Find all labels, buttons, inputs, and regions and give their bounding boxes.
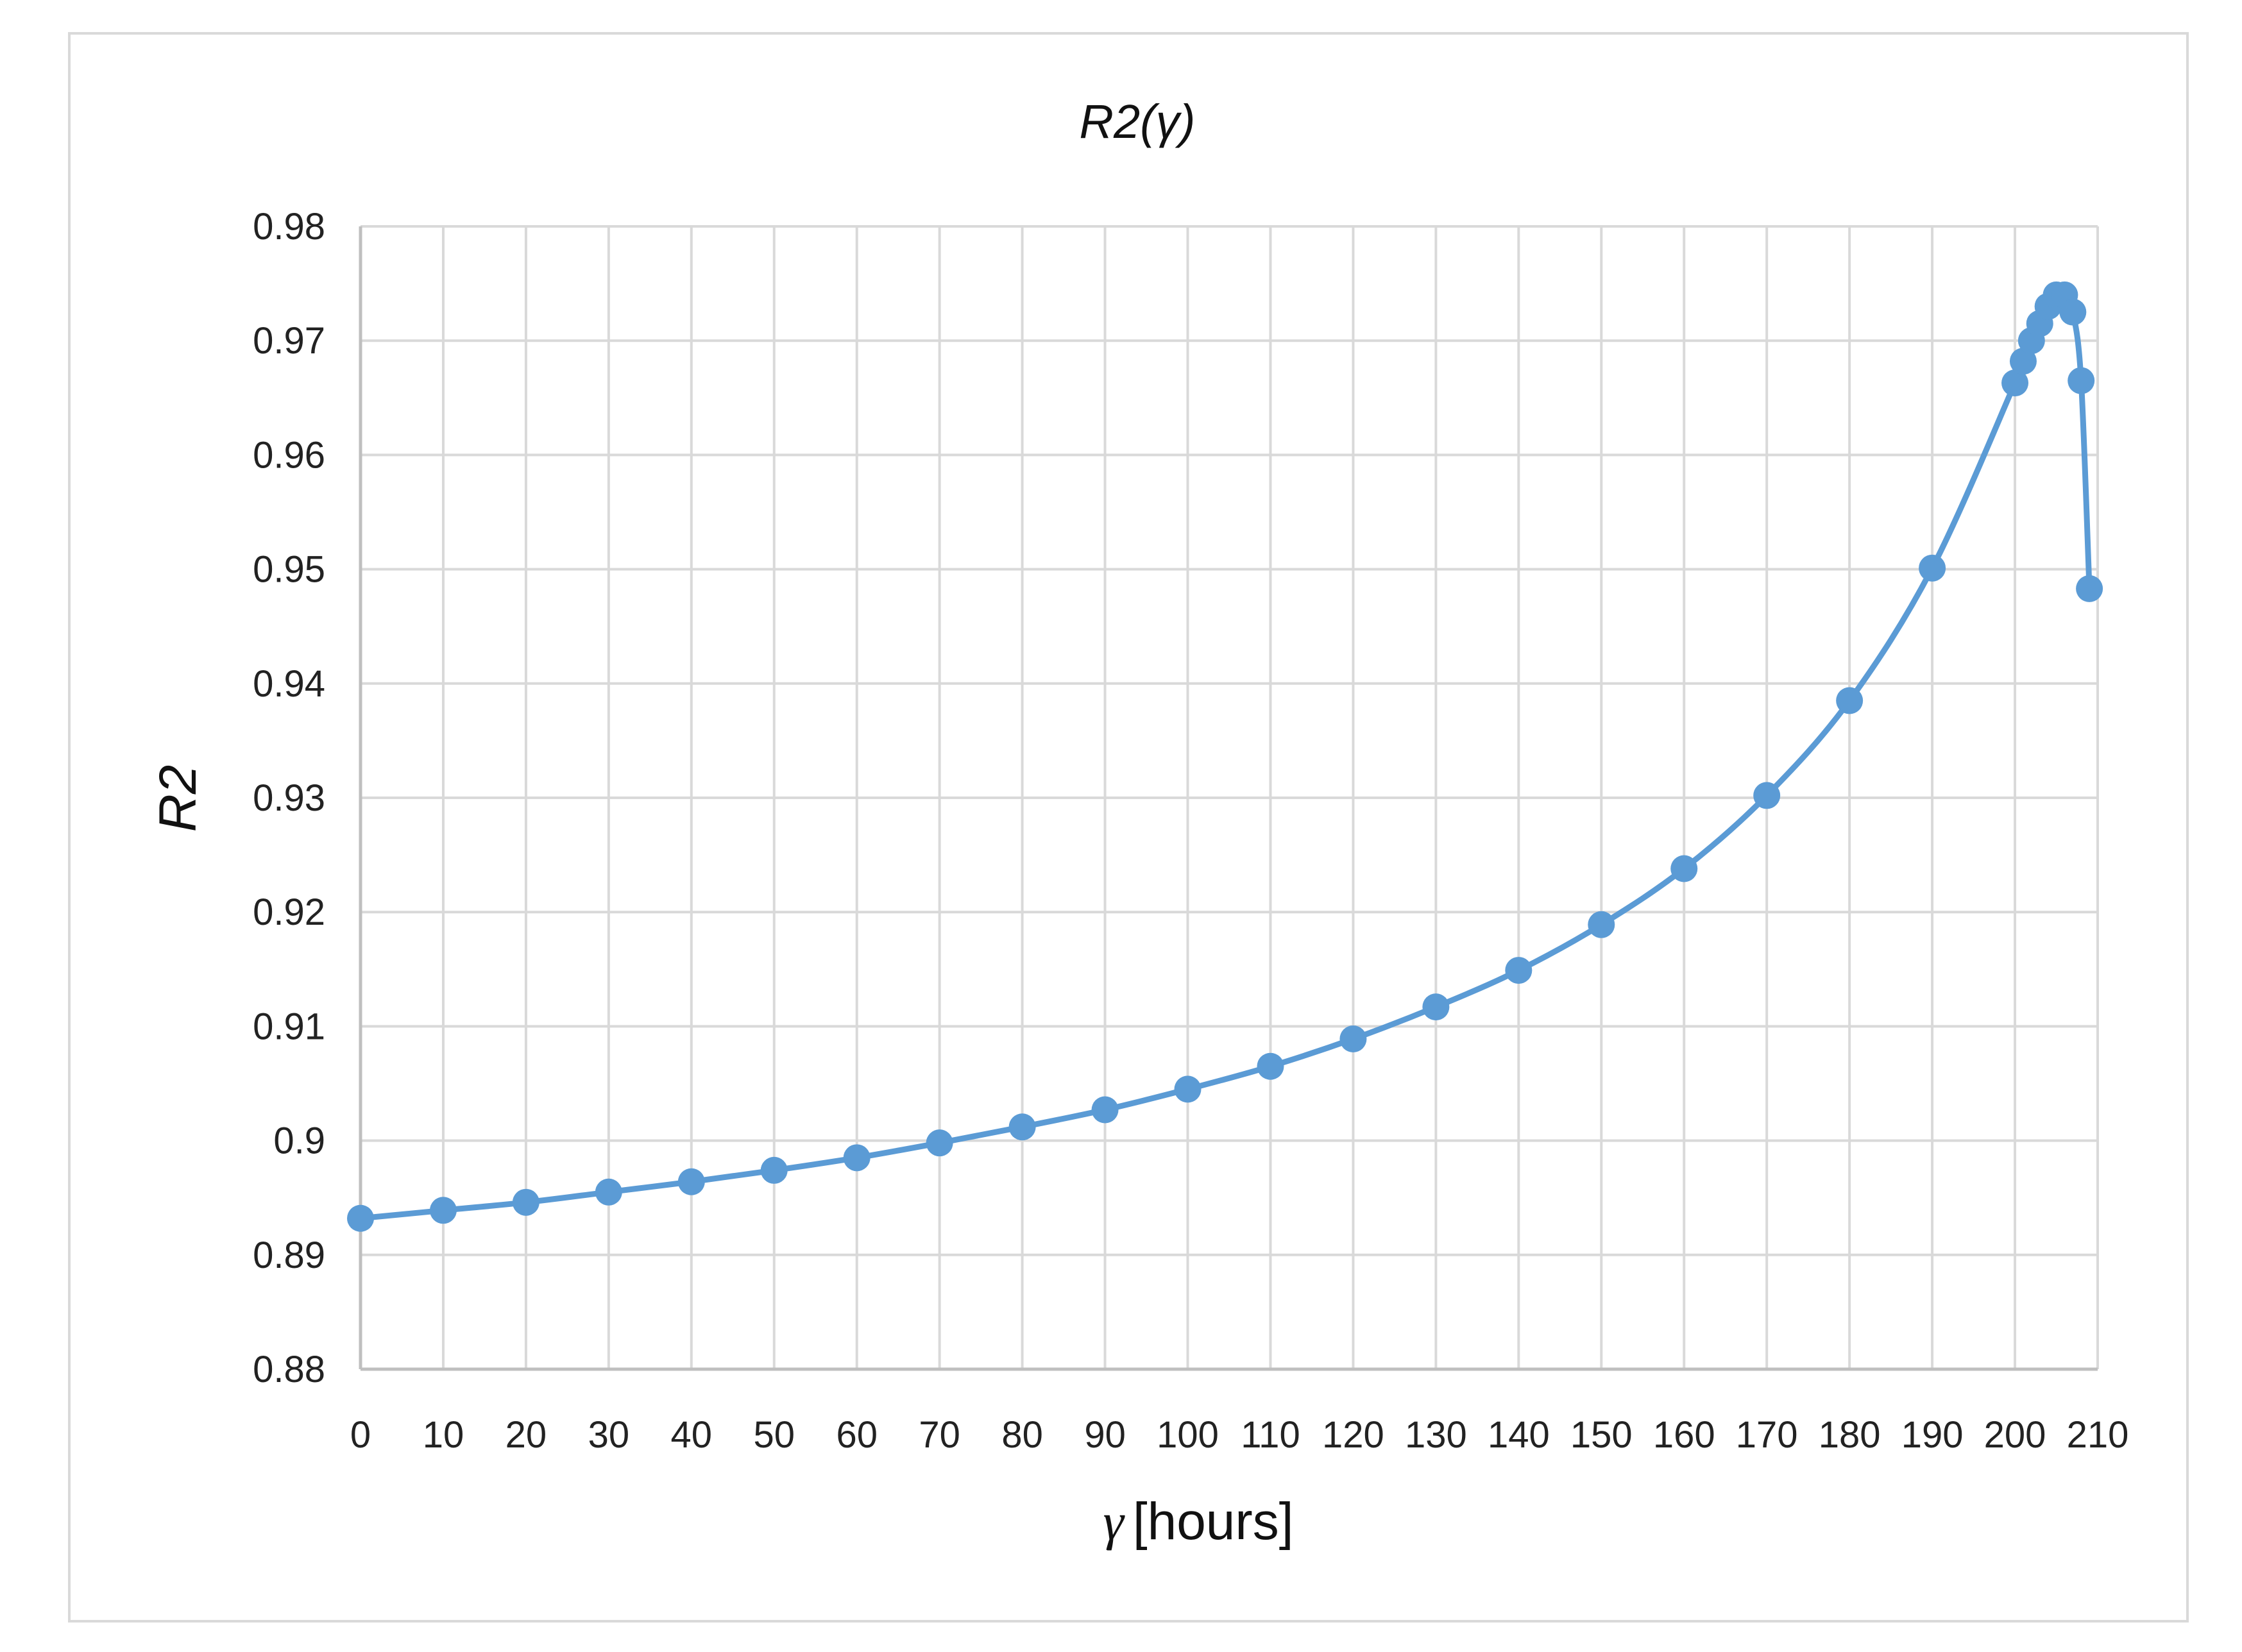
axes — [359, 226, 2098, 1371]
x-tick-label: 100 — [1157, 1414, 1219, 1456]
x-tick-label: 180 — [1819, 1414, 1881, 1456]
data-point — [2068, 367, 2095, 394]
y-tick-labels: 0.88 0.89 0.9 0.91 0.92 0.93 0.94 0.95 0.96 0.97 0… — [253, 206, 325, 1390]
y-tick-label: 0.88 — [253, 1349, 325, 1390]
series-r2 — [347, 281, 2103, 1232]
chart-frame — [68, 32, 2189, 1622]
x-tick-label: 70 — [919, 1414, 960, 1456]
x-tick-label: 150 — [1570, 1414, 1633, 1456]
data-point — [760, 1156, 788, 1184]
x-tick-label: 90 — [1084, 1414, 1126, 1456]
y-tick-label: 0.97 — [253, 320, 325, 362]
data-point — [677, 1168, 705, 1195]
series-line — [357, 290, 2093, 1222]
data-point — [2076, 575, 2103, 602]
x-tick-label: 140 — [1488, 1414, 1550, 1456]
y-tick-label: 0.91 — [253, 1006, 325, 1047]
data-point — [1422, 993, 1450, 1021]
x-tick-labels: 0 10 20 30 40 50 60 70 80 90 100 110 120 130 140 150 160… — [350, 1414, 2129, 1456]
x-tick-label: 10 — [423, 1414, 464, 1456]
y-tick-label: 0.93 — [253, 777, 325, 819]
data-point — [1008, 1113, 1036, 1141]
grid — [359, 225, 2099, 1370]
data-point — [1091, 1096, 1119, 1124]
data-point — [843, 1144, 870, 1172]
x-tick-label: 0 — [350, 1414, 371, 1456]
data-point — [1588, 911, 1615, 938]
x-tick-label: 30 — [588, 1414, 630, 1456]
data-point — [1836, 687, 1864, 714]
x-tick-label: 40 — [671, 1414, 713, 1456]
data-point — [1505, 957, 1533, 984]
x-axis-label-symbol: γ — [1103, 1492, 1126, 1551]
data-point — [1339, 1025, 1367, 1053]
data-point — [1753, 782, 1781, 809]
x-tick-label: 110 — [1241, 1414, 1300, 1456]
data-point — [2009, 348, 2037, 375]
data-point — [595, 1178, 622, 1206]
x-tick-label: 160 — [1653, 1414, 1715, 1456]
y-tick-label: 0.96 — [253, 434, 325, 476]
x-tick-label: 120 — [1322, 1414, 1384, 1456]
y-tick-label: 0.92 — [253, 891, 325, 933]
x-tick-label: 20 — [505, 1414, 547, 1456]
data-point — [2059, 298, 2087, 326]
x-tick-label: 50 — [754, 1414, 795, 1456]
data-point — [1670, 855, 1698, 882]
x-tick-label: 210 — [2067, 1414, 2129, 1456]
x-tick-label: 60 — [836, 1414, 878, 1456]
x-tick-label: 80 — [1001, 1414, 1043, 1456]
chart-title: R2(γ) — [1080, 95, 1196, 148]
y-tick-label: 0.9 — [273, 1120, 325, 1162]
x-axis-label-unit: [hours] — [1133, 1492, 1294, 1551]
y-axis-label: R2 — [149, 765, 207, 832]
y-tick-label: 0.98 — [253, 206, 325, 248]
data-point — [429, 1197, 457, 1224]
y-tick-label: 0.95 — [253, 549, 325, 591]
x-tick-label: 170 — [1736, 1414, 1798, 1456]
x-tick-label: 190 — [1901, 1414, 1964, 1456]
data-point — [1257, 1052, 1284, 1080]
data-point — [2001, 369, 2029, 397]
x-tick-label: 130 — [1405, 1414, 1467, 1456]
data-point — [926, 1129, 953, 1157]
data-point — [347, 1204, 374, 1232]
data-point — [512, 1188, 539, 1216]
y-tick-label: 0.89 — [253, 1235, 325, 1276]
data-point — [1174, 1075, 1202, 1103]
y-tick-label: 0.94 — [253, 663, 325, 705]
x-axis-label: γ [hours] — [1103, 1492, 1294, 1551]
x-tick-label: 200 — [1984, 1414, 2046, 1456]
data-point — [1919, 554, 1946, 582]
